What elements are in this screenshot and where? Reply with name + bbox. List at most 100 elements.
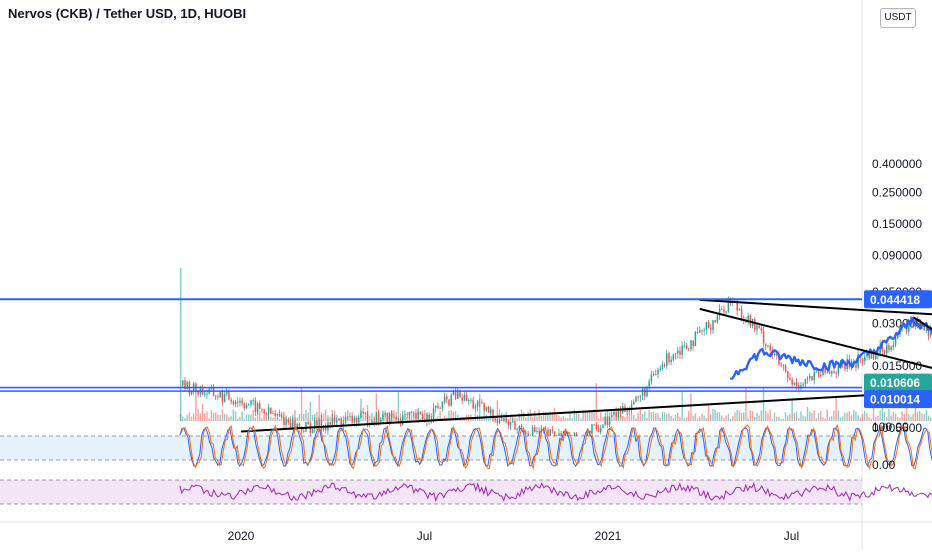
price-candle bbox=[573, 433, 576, 438]
price-candle bbox=[820, 374, 822, 376]
volume-bar bbox=[824, 418, 826, 421]
volume-bar bbox=[507, 418, 510, 421]
volume-bar bbox=[705, 417, 708, 421]
volume-bar bbox=[188, 412, 191, 421]
volume-bar bbox=[751, 411, 754, 421]
price-candle bbox=[252, 400, 254, 402]
volume-bar bbox=[549, 411, 551, 421]
volume-bar bbox=[558, 415, 560, 421]
price-candle bbox=[256, 403, 259, 413]
price-candle bbox=[270, 407, 272, 414]
price-candle bbox=[507, 421, 510, 425]
volume-bar bbox=[303, 414, 305, 421]
volume-bar bbox=[628, 409, 631, 421]
volume-bar bbox=[729, 418, 732, 421]
price-candle bbox=[197, 390, 199, 395]
volume-bar bbox=[725, 415, 727, 421]
volume-bar bbox=[842, 416, 844, 421]
price-candle bbox=[296, 423, 298, 429]
volume-bar bbox=[184, 418, 186, 421]
price-candle bbox=[628, 410, 631, 411]
price-candle bbox=[454, 390, 457, 399]
price-candle bbox=[465, 394, 468, 401]
price-candle bbox=[358, 417, 360, 423]
price-candle bbox=[611, 414, 613, 418]
price-candle bbox=[382, 414, 384, 420]
volume-bar bbox=[908, 414, 910, 421]
currency-unit-button[interactable]: USDT bbox=[880, 8, 916, 28]
price-candle bbox=[452, 390, 455, 396]
price-candle bbox=[870, 353, 873, 359]
volume-bar bbox=[516, 418, 518, 421]
time-tick-label: 2021 bbox=[595, 529, 622, 543]
price-candle bbox=[470, 399, 472, 401]
price-candle bbox=[463, 394, 466, 401]
price-candle bbox=[534, 427, 536, 432]
volume-bar bbox=[784, 412, 787, 421]
price-candle bbox=[410, 412, 413, 414]
volume-bar bbox=[580, 418, 582, 421]
volume-bar bbox=[551, 412, 554, 421]
price-candle bbox=[921, 327, 923, 329]
price-candle bbox=[380, 419, 382, 422]
price-candle bbox=[413, 412, 415, 414]
price-candle bbox=[613, 411, 615, 415]
price-candle bbox=[221, 391, 224, 402]
volume-bar bbox=[309, 401, 312, 421]
price-candle bbox=[864, 356, 866, 362]
volume-bar bbox=[679, 417, 681, 421]
price-candle bbox=[336, 420, 338, 423]
price-candle bbox=[602, 424, 604, 429]
volume-bar bbox=[190, 416, 193, 421]
projection-line bbox=[730, 317, 932, 381]
price-candle bbox=[498, 419, 501, 423]
volume-bar bbox=[305, 409, 307, 421]
price-candle bbox=[186, 382, 188, 390]
volume-bar bbox=[668, 413, 670, 421]
price-candle bbox=[397, 419, 400, 420]
volume-bar bbox=[859, 417, 862, 421]
price-candle bbox=[718, 308, 721, 316]
price-candle bbox=[927, 329, 930, 336]
price-candle bbox=[230, 399, 232, 402]
price-candle bbox=[872, 353, 875, 359]
price-candle bbox=[694, 331, 697, 347]
volume-bar bbox=[912, 414, 914, 421]
stochastic-tick-label: 100.00 bbox=[872, 420, 909, 434]
price-candle bbox=[795, 382, 798, 386]
price-candle bbox=[897, 334, 899, 338]
volume-bar bbox=[342, 415, 345, 421]
price-candle bbox=[630, 404, 633, 411]
price-candle bbox=[349, 415, 351, 417]
volume-bar bbox=[868, 417, 870, 421]
price-candle bbox=[391, 413, 393, 418]
price-candle bbox=[347, 416, 349, 418]
time-tick-label: 2020 bbox=[228, 529, 255, 543]
price-candle bbox=[393, 416, 395, 418]
price-candle bbox=[441, 402, 444, 409]
volume-bar bbox=[344, 411, 347, 421]
volume-bar bbox=[250, 414, 252, 421]
price-candle bbox=[747, 315, 749, 321]
price-candle bbox=[888, 345, 890, 350]
price-candle bbox=[765, 343, 767, 346]
volume-bar bbox=[564, 417, 567, 421]
price-candle bbox=[283, 417, 285, 426]
price-candle bbox=[593, 424, 595, 426]
price-candle bbox=[285, 419, 287, 426]
price-candle bbox=[813, 371, 815, 381]
chart-title: Nervos (CKB) / Tether USD, 1D, HUOBI bbox=[8, 6, 247, 21]
price-candle bbox=[663, 364, 666, 366]
price-candle bbox=[591, 424, 593, 434]
volume-bar bbox=[584, 411, 587, 421]
volume-bar bbox=[223, 414, 226, 421]
price-candle bbox=[699, 330, 701, 333]
price-candle bbox=[886, 345, 888, 354]
volume-bar bbox=[732, 416, 734, 421]
price-candle bbox=[844, 363, 846, 370]
price-candle bbox=[710, 327, 712, 330]
price-candle bbox=[237, 401, 239, 403]
volume-bar bbox=[311, 415, 314, 421]
price-candle bbox=[828, 372, 831, 374]
